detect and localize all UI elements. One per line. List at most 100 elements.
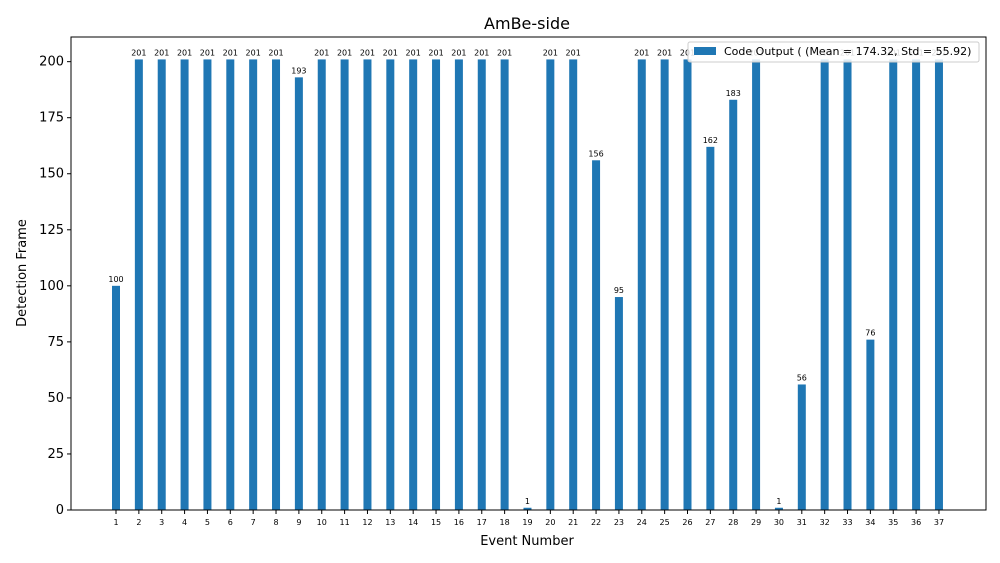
data-label: 1 [776, 497, 781, 506]
legend: Code Output ( (Mean = 174.32, Std = 55.9… [687, 41, 980, 63]
x-tick-label: 24 [637, 518, 647, 527]
bar [569, 59, 578, 511]
data-label: 76 [865, 329, 875, 338]
plot-frame [70, 36, 987, 511]
bar [363, 59, 372, 511]
x-tick-label: 36 [911, 518, 921, 527]
y-tick-label: 75 [47, 335, 64, 350]
bar [317, 59, 326, 511]
y-axis-label: Detection Frame [15, 219, 30, 327]
bar [432, 59, 441, 511]
x-tick-label: 22 [591, 518, 601, 527]
data-label: 56 [797, 373, 807, 382]
legend-box [687, 41, 980, 63]
x-tick-label: 31 [797, 518, 807, 527]
y-tick-label: 175 [39, 111, 64, 126]
x-axis-label: Event Number [480, 534, 574, 549]
x-tick-label: 29 [751, 518, 761, 527]
x-tick-label: 20 [545, 518, 555, 527]
x-tick-label: 11 [340, 518, 350, 527]
bar [454, 59, 463, 511]
x-tick-label: 34 [865, 518, 875, 527]
data-label: 201 [200, 48, 215, 57]
x-tick-label: 37 [934, 518, 944, 527]
data-label: 201 [177, 48, 192, 57]
x-tick-label: 35 [888, 518, 898, 527]
data-label: 201 [246, 48, 261, 57]
y-tick-label: 125 [39, 223, 64, 238]
data-label: 201 [223, 48, 238, 57]
data-label: 201 [451, 48, 466, 57]
bar [180, 59, 189, 511]
bar [340, 59, 349, 511]
data-label: 201 [428, 48, 443, 57]
bar [294, 77, 303, 510]
data-label: 95 [614, 286, 624, 295]
bar [683, 59, 692, 511]
x-tick-label: 5 [205, 518, 210, 527]
x-tick-label: 27 [705, 518, 715, 527]
x-tick-label: 12 [362, 518, 372, 527]
x-tick-label: 9 [296, 518, 301, 527]
x-tick-label: 2 [136, 518, 141, 527]
data-label: 201 [634, 48, 649, 57]
x-tick-label: 26 [682, 518, 692, 527]
bar [523, 507, 532, 510]
bar [592, 160, 601, 511]
bar [477, 59, 486, 511]
chart-title: AmBe-side [484, 14, 570, 33]
data-label: 201 [360, 48, 375, 57]
y-tick-label: 50 [47, 391, 64, 406]
bar [157, 59, 166, 511]
bar [774, 507, 783, 510]
data-label: 162 [703, 136, 718, 145]
x-tick-label: 33 [842, 518, 852, 527]
x-tick-label: 16 [454, 518, 464, 527]
y-tick-label: 100 [39, 279, 64, 294]
x-tick-label: 3 [159, 518, 164, 527]
bar [203, 59, 212, 511]
data-label: 201 [657, 48, 672, 57]
data-label: 100 [108, 275, 123, 284]
x-tick-label: 18 [500, 518, 510, 527]
bar [866, 339, 875, 510]
bar [660, 59, 669, 511]
legend-swatch [694, 47, 716, 55]
bar [386, 59, 395, 511]
bar [889, 59, 898, 511]
data-label: 156 [588, 149, 603, 158]
y-tick-label: 150 [39, 167, 64, 182]
x-tick-label: 17 [477, 518, 487, 527]
bar [820, 59, 829, 511]
x-tick-label: 8 [273, 518, 278, 527]
data-label: 201 [383, 48, 398, 57]
x-tick-label: 4 [182, 518, 187, 527]
bar [797, 384, 806, 510]
x-tick-label: 14 [408, 518, 418, 527]
data-label: 183 [726, 89, 741, 98]
bar [134, 59, 143, 511]
x-tick-label: 6 [228, 518, 233, 527]
bar [409, 59, 418, 511]
bar [637, 59, 646, 511]
x-tick-label: 10 [317, 518, 327, 527]
y-tick-label: 25 [47, 447, 64, 462]
bar [934, 59, 943, 511]
data-label: 201 [337, 48, 352, 57]
bar [843, 59, 852, 511]
y-tick-label: 200 [39, 55, 64, 70]
data-label: 201 [131, 48, 146, 57]
data-label: 201 [543, 48, 558, 57]
x-tick-label: 25 [660, 518, 670, 527]
bar [706, 146, 715, 510]
x-tick-label: 13 [385, 518, 395, 527]
x-tick-label: 1 [113, 518, 118, 527]
x-tick-label: 28 [728, 518, 738, 527]
bar [272, 59, 281, 511]
data-label: 201 [154, 48, 169, 57]
bar [614, 297, 623, 510]
data-label: 201 [497, 48, 512, 57]
plot-area: 0255075100125150175200110022013201420152… [39, 48, 946, 527]
x-tick-label: 7 [251, 518, 256, 527]
